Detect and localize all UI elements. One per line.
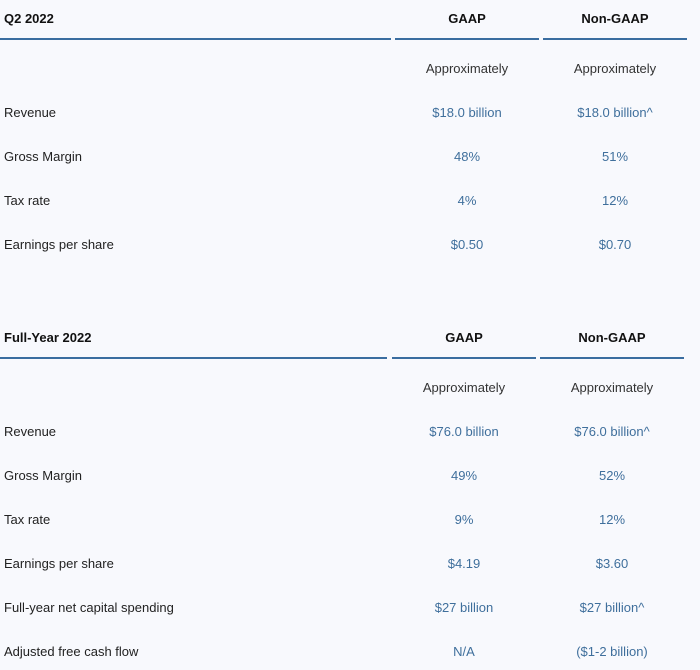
gaap-value: 49% (450, 468, 478, 483)
row-label: Adjusted free cash flow (4, 644, 139, 659)
table-row: Earnings per share $4.19 $3.60 (0, 554, 700, 574)
row-label: Tax rate (4, 193, 51, 208)
table-row: Adjusted free cash flow N/A ($1-2 billio… (0, 642, 700, 662)
non-gaap-value: $0.70 (598, 237, 632, 252)
non-gaap-value: $18.0 billion^ (577, 105, 653, 120)
table-row: Tax rate 9% 12% (0, 510, 700, 530)
gaap-value: $4.19 (447, 556, 481, 571)
table-row: Revenue $18.0 billion $18.0 billion^ (0, 103, 700, 123)
gaap-value: N/A (453, 644, 475, 659)
table-header-period: Q2 2022 (0, 0, 391, 40)
non-gaap-value: $3.60 (595, 556, 629, 571)
table-header-gaap: GAAP (395, 0, 539, 40)
non-gaap-value: $76.0 billion^ (574, 424, 650, 439)
row-label: Gross Margin (4, 468, 83, 483)
non-gaap-value: 12% (601, 193, 629, 208)
table-row: Gross Margin 49% 52% (0, 466, 700, 486)
gaap-value: $27 billion (434, 600, 494, 615)
gaap-value: 48% (453, 149, 481, 164)
row-label: Revenue (4, 105, 57, 120)
row-label: Earnings per share (4, 556, 114, 571)
subheader-gaap: Approximately (425, 61, 509, 76)
row-label: Revenue (4, 424, 57, 439)
row-label: Full-year net capital spending (4, 600, 174, 615)
row-label: Gross Margin (4, 149, 83, 164)
non-gaap-value: 52% (598, 468, 626, 483)
subheader-row: Approximately Approximately (0, 378, 700, 398)
non-gaap-value: 51% (601, 149, 629, 164)
subheader-row: Approximately Approximately (0, 59, 700, 79)
table-header-period: Full-Year 2022 (0, 319, 387, 359)
gaap-value: 4% (457, 193, 477, 208)
gaap-value: $0.50 (450, 237, 484, 252)
table-row: Full-year net capital spending $27 billi… (0, 598, 700, 618)
non-gaap-value: 12% (598, 512, 626, 527)
gaap-value: 9% (454, 512, 474, 527)
table-row: Tax rate 4% 12% (0, 191, 700, 211)
table-row: Revenue $76.0 billion $76.0 billion^ (0, 422, 700, 442)
gaap-value: $76.0 billion (429, 424, 499, 439)
non-gaap-value: ($1-2 billion) (576, 644, 648, 659)
row-label: Tax rate (4, 512, 51, 527)
subheader-non-gaap: Approximately (573, 61, 657, 76)
gaap-value: $18.0 billion (432, 105, 502, 120)
subheader-non-gaap: Approximately (570, 380, 654, 395)
subheader-gaap: Approximately (422, 380, 506, 395)
table-header-non-gaap: Non-GAAP (543, 0, 687, 40)
table-row: Earnings per share $0.50 $0.70 (0, 235, 700, 255)
table-header-non-gaap: Non-GAAP (540, 319, 684, 359)
table-header-gaap: GAAP (392, 319, 536, 359)
table-row: Gross Margin 48% 51% (0, 147, 700, 167)
non-gaap-value: $27 billion^ (579, 600, 645, 615)
row-label: Earnings per share (4, 237, 114, 252)
